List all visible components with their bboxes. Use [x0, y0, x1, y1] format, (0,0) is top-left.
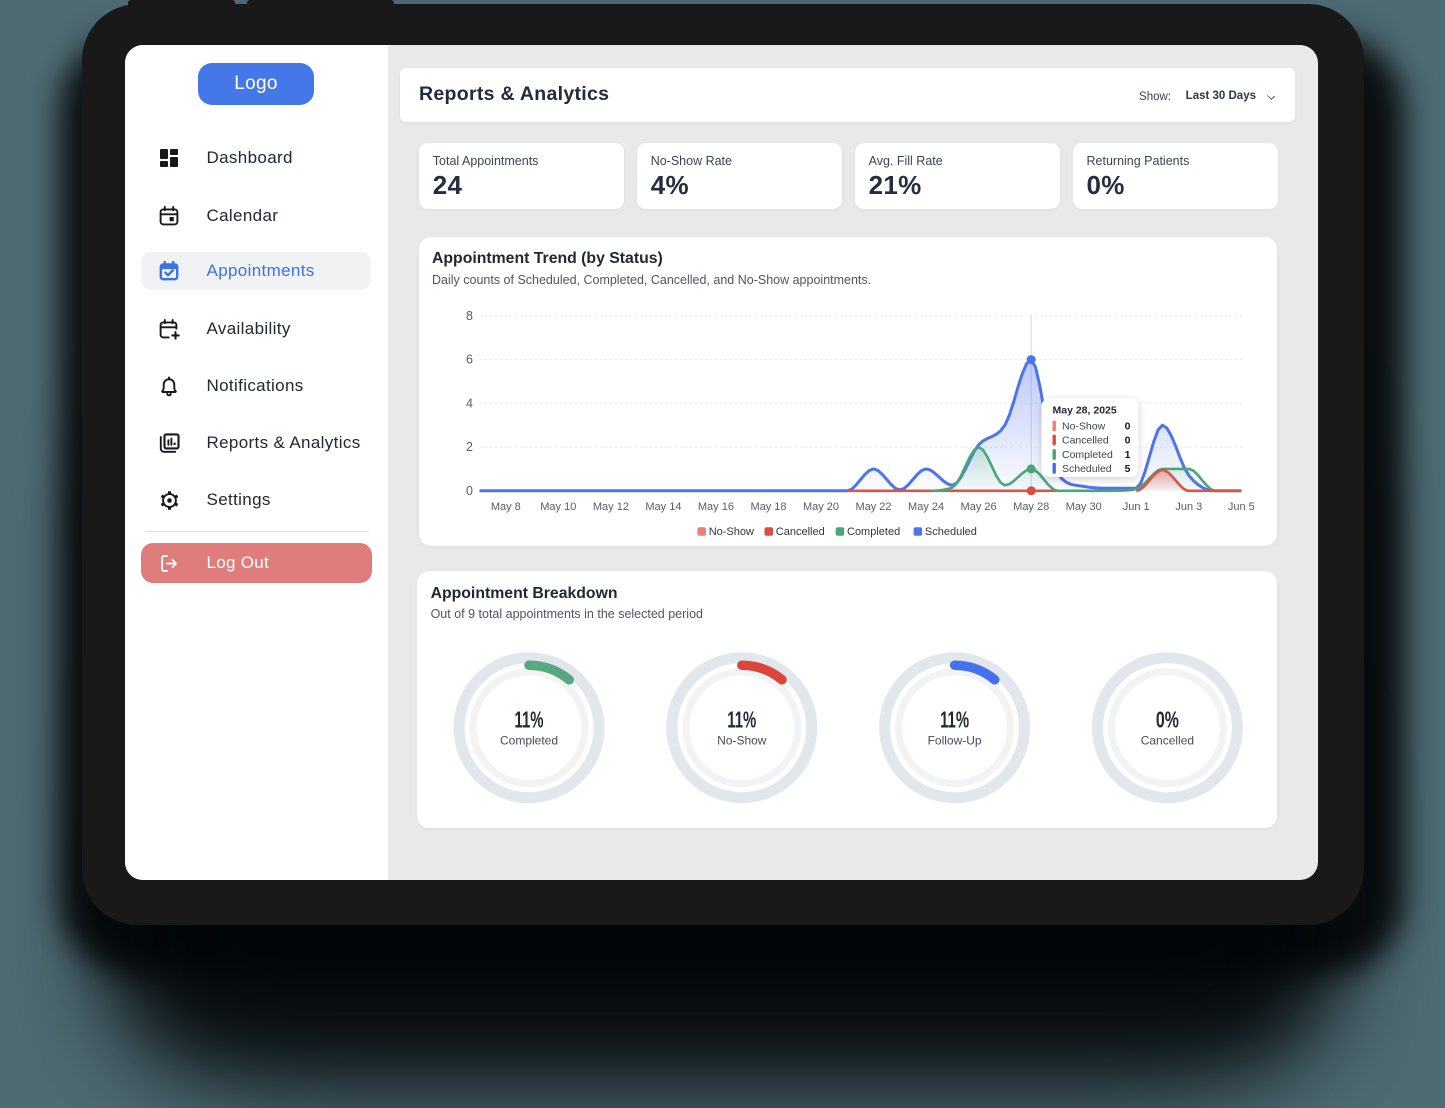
svg-text:Cancelled: Cancelled	[1062, 435, 1109, 447]
svg-text:May 12: May 12	[593, 501, 629, 513]
svg-text:Completed: Completed	[847, 526, 900, 538]
svg-text:Jun 1: Jun 1	[1123, 501, 1150, 513]
svg-text:Cancelled: Cancelled	[776, 526, 825, 538]
svg-text:May 8: May 8	[491, 501, 521, 513]
svg-text:0: 0	[1125, 421, 1131, 433]
svg-text:6: 6	[466, 353, 473, 367]
svg-text:11%: 11%	[515, 707, 544, 733]
svg-text:May 20: May 20	[803, 501, 839, 513]
svg-text:May 10: May 10	[540, 501, 576, 513]
svg-text:0: 0	[1125, 435, 1131, 447]
svg-text:Scheduled: Scheduled	[1062, 463, 1112, 475]
svg-text:May 30: May 30	[1066, 501, 1102, 513]
svg-text:Follow-Up: Follow-Up	[928, 734, 982, 748]
svg-text:8: 8	[466, 309, 473, 323]
svg-text:May 24: May 24	[908, 501, 944, 513]
svg-text:May 14: May 14	[645, 501, 681, 513]
svg-text:No-Show: No-Show	[717, 734, 767, 748]
svg-text:11%: 11%	[727, 707, 756, 733]
svg-text:Completed: Completed	[500, 734, 558, 748]
svg-text:No-Show: No-Show	[1062, 421, 1106, 433]
svg-text:Scheduled: Scheduled	[925, 526, 977, 538]
svg-text:Jun 3: Jun 3	[1175, 501, 1202, 513]
svg-text:Cancelled: Cancelled	[1141, 734, 1194, 748]
svg-text:1: 1	[1125, 449, 1131, 461]
svg-text:11%: 11%	[940, 707, 969, 733]
svg-text:5: 5	[1125, 463, 1131, 475]
svg-text:4: 4	[466, 396, 473, 410]
svg-text:No-Show: No-Show	[709, 526, 754, 538]
svg-text:May 22: May 22	[855, 501, 891, 513]
svg-text:Completed: Completed	[1062, 449, 1113, 461]
svg-text:Jun 5: Jun 5	[1228, 501, 1255, 513]
svg-text:May 26: May 26	[961, 501, 997, 513]
svg-text:May 28, 2025: May 28, 2025	[1053, 405, 1117, 417]
svg-text:May 28: May 28	[1013, 501, 1049, 513]
svg-text:May 18: May 18	[750, 501, 786, 513]
svg-text:May 16: May 16	[698, 501, 734, 513]
svg-text:0: 0	[466, 484, 473, 498]
svg-text:2: 2	[466, 440, 473, 454]
svg-text:0%: 0%	[1156, 707, 1179, 733]
